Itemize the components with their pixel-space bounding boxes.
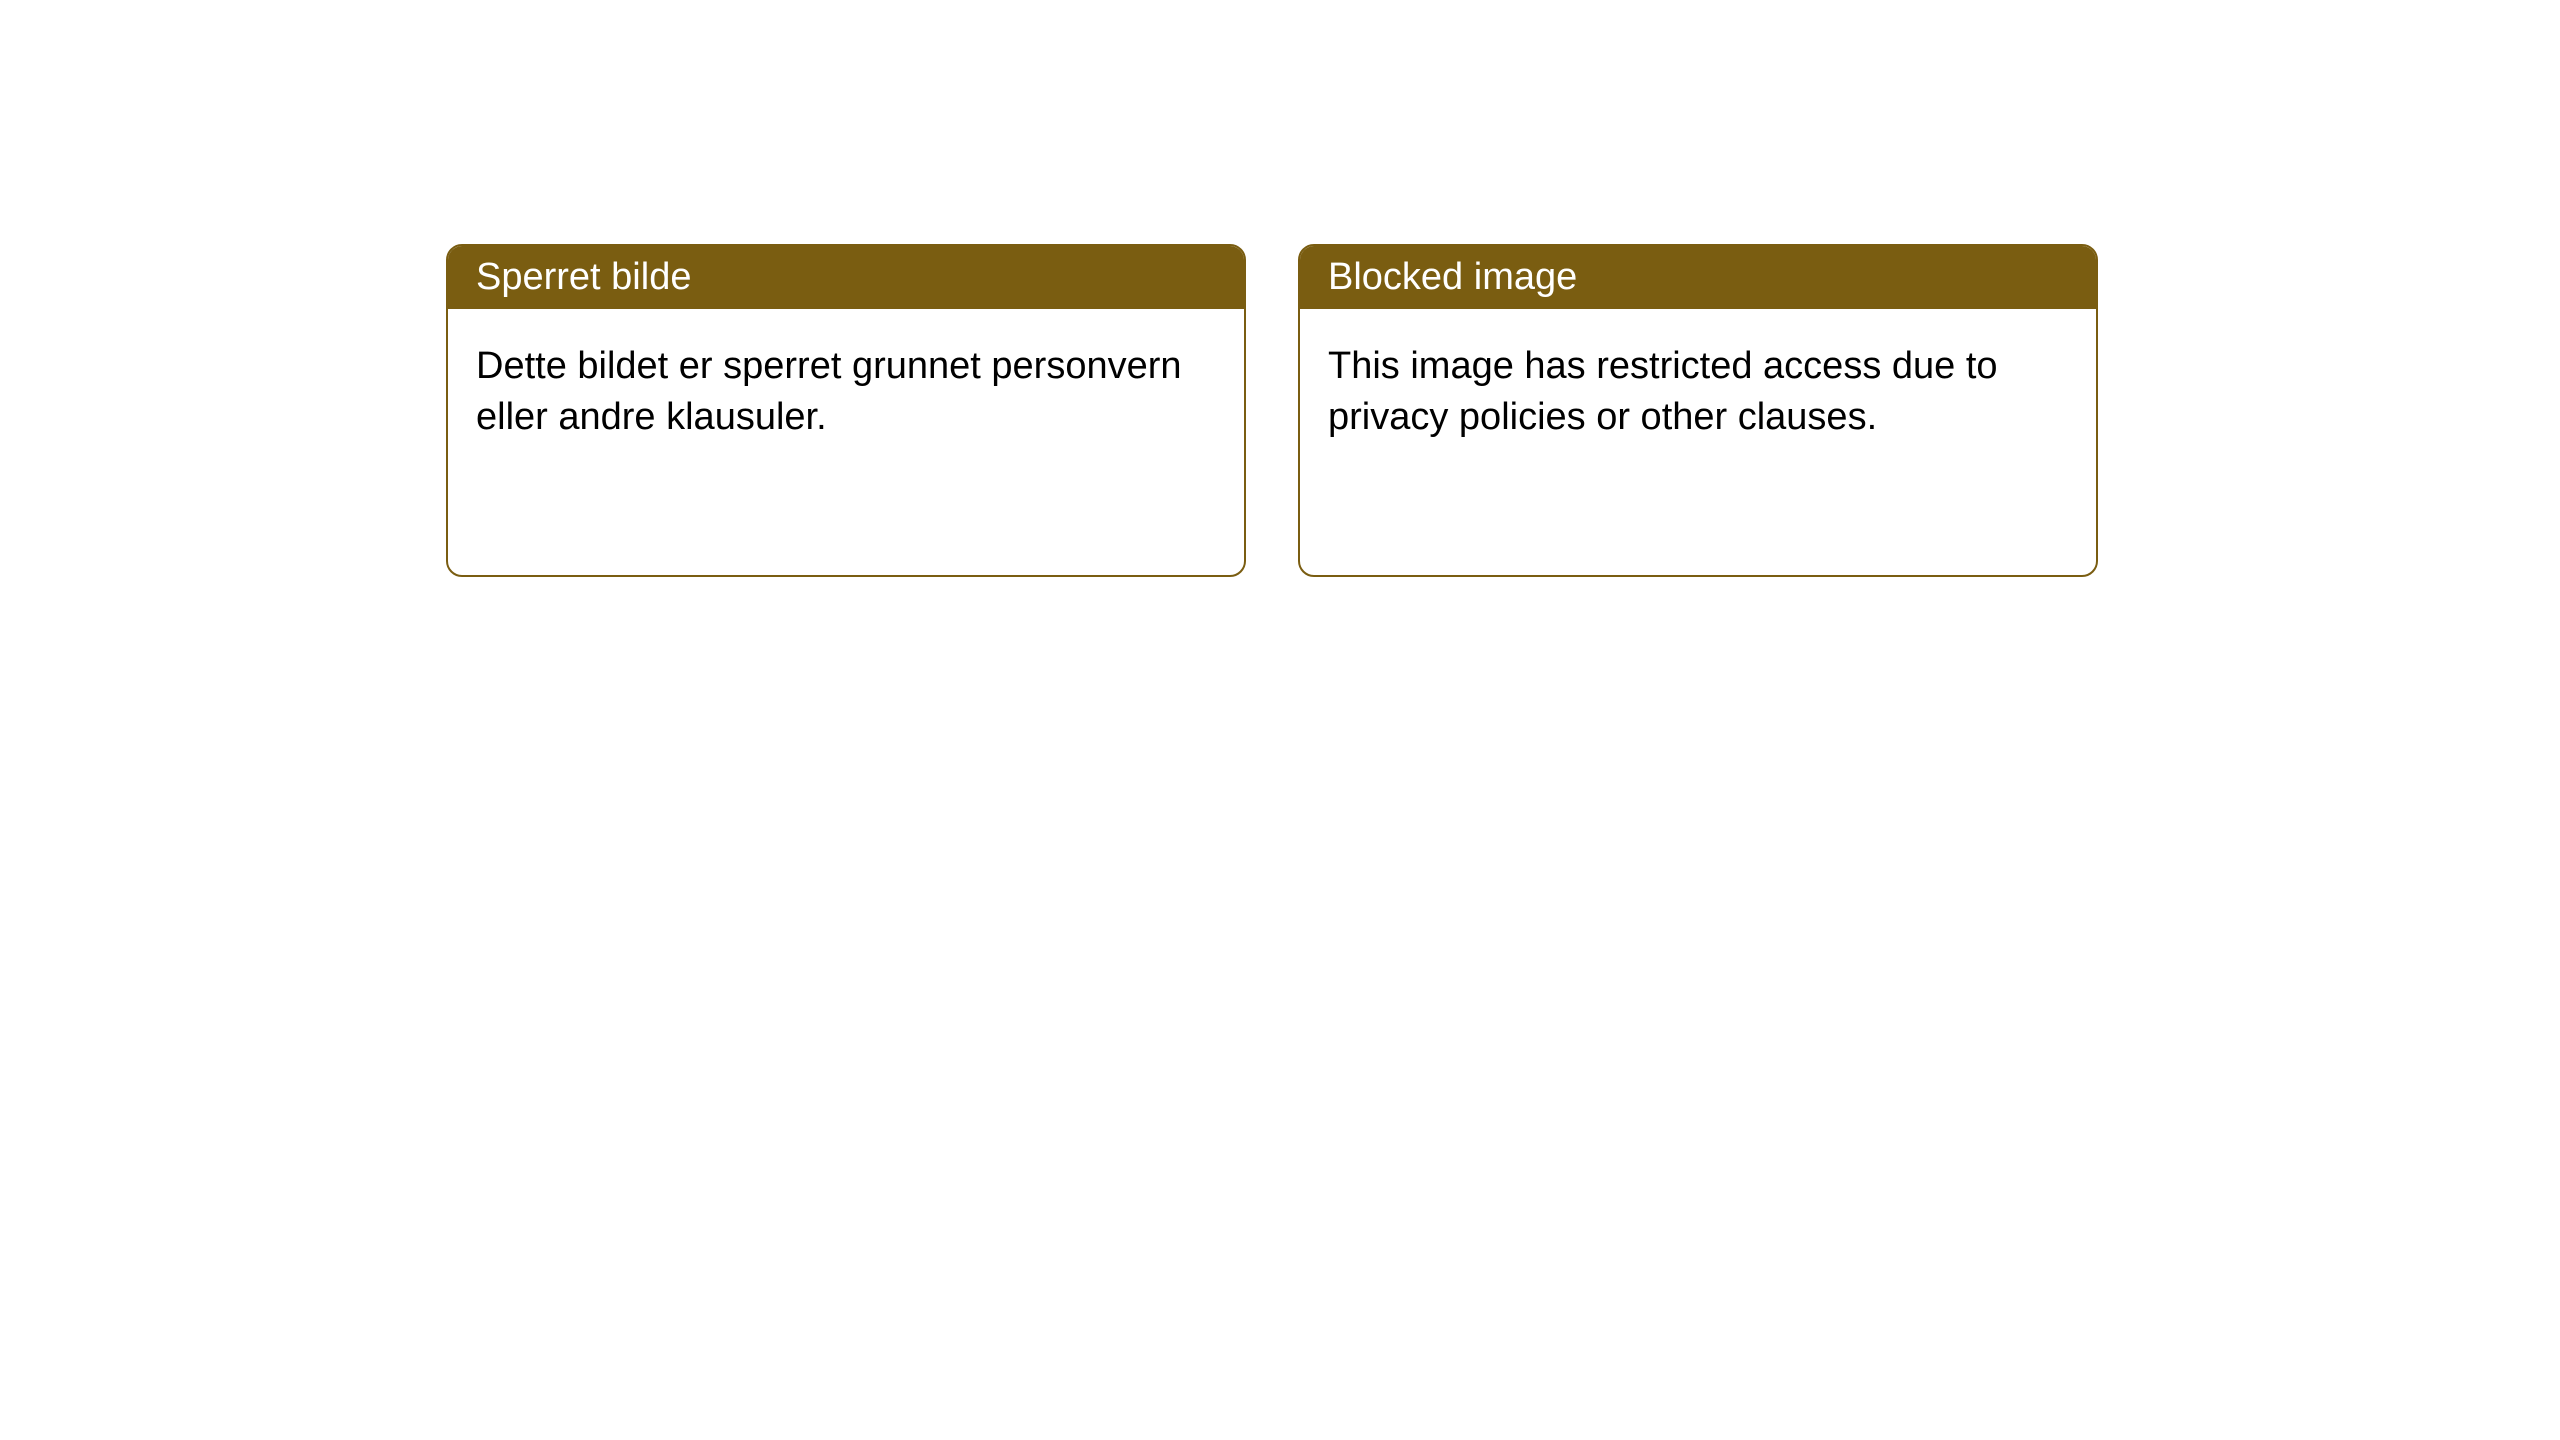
notice-card-norwegian: Sperret bilde Dette bildet er sperret gr… <box>446 244 1246 577</box>
card-body-text: This image has restricted access due to … <box>1328 345 1998 438</box>
card-title: Sperret bilde <box>476 256 691 298</box>
card-body: Dette bildet er sperret grunnet personve… <box>448 309 1244 476</box>
card-header: Blocked image <box>1300 246 2096 309</box>
notice-container: Sperret bilde Dette bildet er sperret gr… <box>0 0 2560 577</box>
card-body: This image has restricted access due to … <box>1300 309 2096 476</box>
notice-card-english: Blocked image This image has restricted … <box>1298 244 2098 577</box>
card-title: Blocked image <box>1328 256 1577 298</box>
card-body-text: Dette bildet er sperret grunnet personve… <box>476 345 1182 438</box>
card-header: Sperret bilde <box>448 246 1244 309</box>
